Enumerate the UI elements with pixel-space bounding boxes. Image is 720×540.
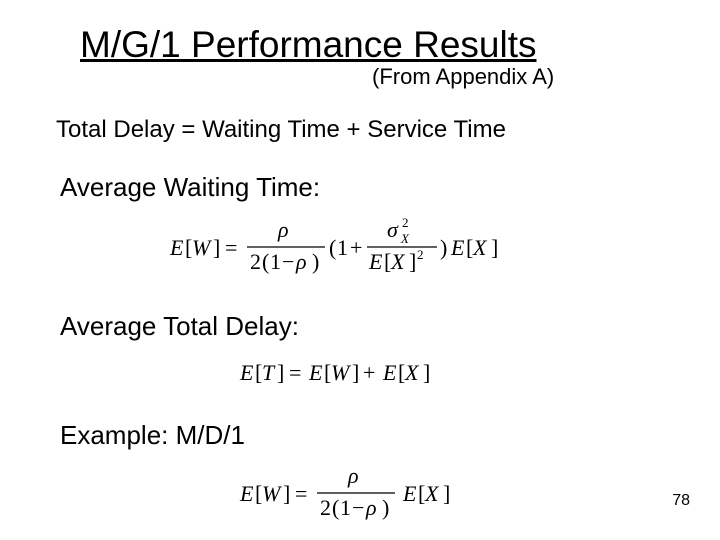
svg-text:]: ]	[277, 360, 284, 385]
svg-text:E: E	[239, 481, 254, 506]
svg-text:ρ: ρ	[347, 463, 359, 488]
total-delay-line: Total Delay = Waiting Time + Service Tim…	[56, 116, 680, 144]
svg-text:(: (	[262, 249, 269, 274]
svg-text:E: E	[239, 360, 254, 385]
svg-text:(: (	[329, 235, 336, 260]
svg-text:2: 2	[250, 249, 261, 274]
svg-text:2: 2	[417, 247, 424, 262]
svg-text:(: (	[332, 495, 339, 520]
svg-text:E: E	[450, 235, 465, 260]
formula-example: E [ W ] = ρ 2 ( 1 − ρ ) E [ X ]	[50, 461, 680, 525]
svg-text:): )	[440, 235, 447, 260]
svg-text:T: T	[262, 360, 276, 385]
svg-text:=: =	[225, 235, 237, 260]
svg-text:]: ]	[352, 360, 359, 385]
svg-text:): )	[382, 495, 389, 520]
svg-text:]: ]	[443, 481, 450, 506]
svg-text:): )	[312, 249, 319, 274]
formula-avg-total: E [ T ] = E [ W ] + E [ X ]	[50, 352, 680, 392]
svg-text:1: 1	[340, 495, 351, 520]
example-heading: Example: M/D/1	[60, 420, 680, 451]
avg-waiting-heading: Average Waiting Time:	[60, 172, 680, 203]
svg-text:ρ: ρ	[277, 217, 289, 242]
slide-title: M/G/1 Performance Results	[80, 24, 680, 66]
svg-text:E: E	[402, 481, 417, 506]
svg-text:]: ]	[213, 235, 220, 260]
svg-text:W: W	[262, 481, 282, 506]
svg-text:=: =	[289, 360, 301, 385]
svg-text:E: E	[308, 360, 323, 385]
svg-text:]: ]	[491, 235, 498, 260]
formula-avg-waiting: E [ W ] = ρ 2 ( 1 − ρ ) ( 1 + σ 2 X E [	[50, 213, 680, 283]
svg-text:]: ]	[409, 249, 416, 274]
svg-text:1: 1	[337, 235, 348, 260]
svg-text:E: E	[368, 249, 383, 274]
svg-text:W: W	[331, 360, 351, 385]
slide-subtitle: (From Appendix A)	[372, 64, 680, 90]
svg-text:σ: σ	[387, 217, 399, 242]
svg-text:E: E	[169, 235, 184, 260]
svg-text:ρ: ρ	[365, 495, 377, 520]
svg-text:]: ]	[283, 481, 290, 506]
svg-text:]: ]	[423, 360, 430, 385]
svg-text:W: W	[192, 235, 212, 260]
page-number: 78	[672, 492, 690, 510]
svg-text:X: X	[400, 231, 410, 246]
svg-text:1: 1	[270, 249, 281, 274]
svg-text:ρ: ρ	[295, 249, 307, 274]
slide: M/G/1 Performance Results (From Appendix…	[0, 0, 720, 540]
svg-text:X: X	[390, 249, 406, 274]
svg-text:=: =	[295, 481, 307, 506]
avg-total-heading: Average Total Delay:	[60, 311, 680, 342]
svg-text:X: X	[472, 235, 488, 260]
svg-text:E: E	[382, 360, 397, 385]
svg-text:+: +	[350, 235, 362, 260]
svg-text:−: −	[352, 495, 364, 520]
svg-text:2: 2	[402, 215, 409, 230]
svg-text:+: +	[363, 360, 375, 385]
svg-text:−: −	[282, 249, 294, 274]
svg-text:X: X	[404, 360, 420, 385]
svg-text:2: 2	[320, 495, 331, 520]
svg-text:X: X	[424, 481, 440, 506]
